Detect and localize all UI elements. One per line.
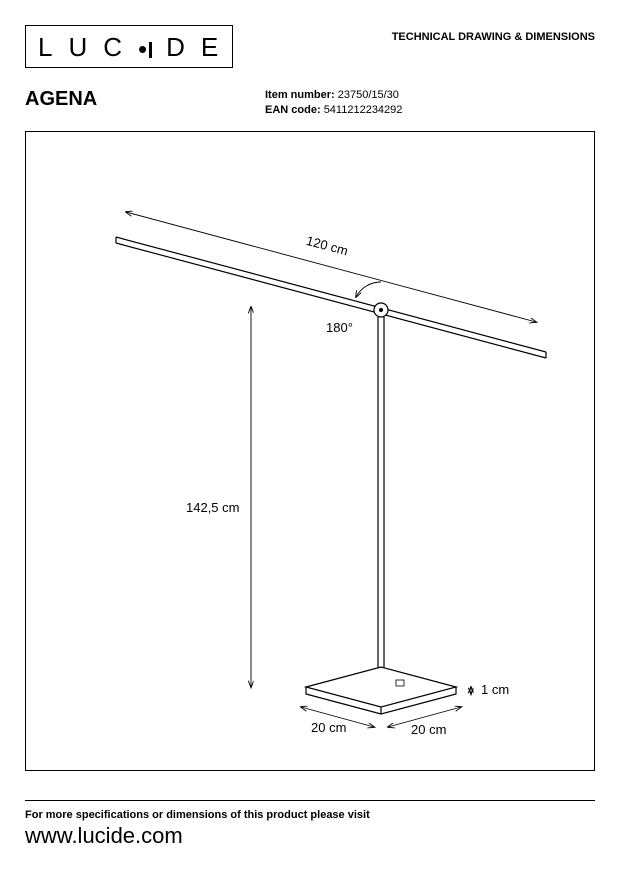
dim-height: 142,5 cm <box>186 500 239 515</box>
brand-logo: L U C • D E <box>25 25 233 68</box>
logo-letter: D <box>166 32 187 63</box>
product-name: AGENA <box>25 88 265 119</box>
product-meta: Item number: 23750/15/30 EAN code: 54112… <box>265 88 402 119</box>
logo-letter: E <box>201 32 220 63</box>
footer-text: For more specifications or dimensions of… <box>25 809 595 821</box>
footer-url: www.lucide.com <box>25 823 595 849</box>
logo-letter: U <box>68 32 89 63</box>
logo-letter: C <box>103 32 124 63</box>
header-subtitle: TECHNICAL DRAWING & DIMENSIONS <box>392 31 595 43</box>
dim-angle: 180° <box>326 320 353 335</box>
dim-arm-length: 120 cm <box>305 233 350 259</box>
ean-value: 5411212234292 <box>324 104 403 116</box>
footer: For more specifications or dimensions of… <box>25 800 595 849</box>
technical-drawing: 120 cm 180° 142,5 cm 1 cm 20 cm 20 cm <box>25 131 595 771</box>
logo-letter: L <box>38 32 54 63</box>
dim-base-w1: 20 cm <box>311 720 346 735</box>
dim-base-w2: 20 cm <box>411 722 446 737</box>
item-number-value: 23750/15/30 <box>338 89 399 101</box>
item-number-label: Item number: <box>265 89 335 101</box>
dim-base-thickness: 1 cm <box>481 682 509 697</box>
ean-label: EAN code: <box>265 104 321 116</box>
logo-letter-i: • <box>138 38 152 58</box>
